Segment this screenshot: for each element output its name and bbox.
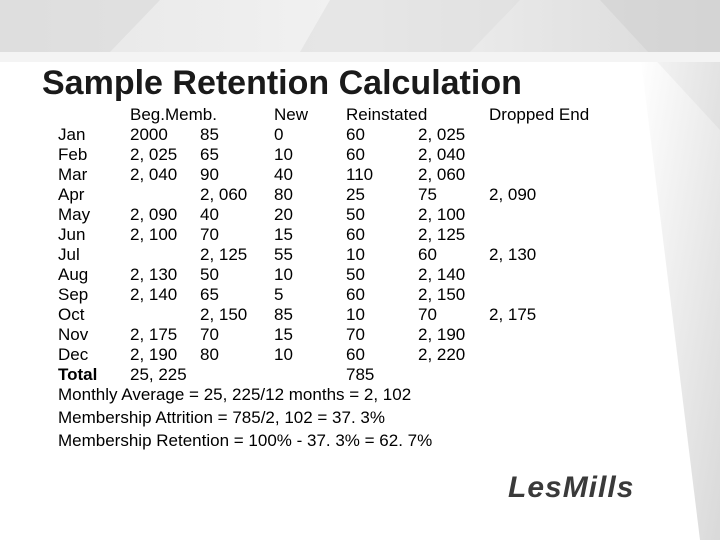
reinstated-cell: 50 — [346, 265, 365, 284]
end-cell: 2, 025 — [418, 125, 466, 144]
end-cell: 2, 060 — [418, 165, 466, 184]
month-label: Sep — [58, 285, 89, 304]
value-cell: 2, 125 — [200, 245, 248, 264]
dropped-end-cell: 2, 130 — [489, 245, 537, 264]
new-cell: 0 — [274, 125, 284, 144]
reinstated-cell: 10 — [346, 305, 365, 324]
beg-memb-cell: 2, 040 — [130, 165, 178, 184]
end-cell: 2, 040 — [418, 145, 466, 164]
reinstated-cell: 25 — [346, 185, 365, 204]
beg-memb-cell: 2, 130 — [130, 265, 178, 284]
month-label: Jul — [58, 245, 80, 264]
slide-title: Sample Retention Calculation — [42, 64, 522, 102]
reinstated-cell: 60 — [346, 225, 365, 244]
month-label: Jun — [58, 225, 86, 244]
reinstated-cell: 60 — [346, 145, 365, 164]
monthly-average-line: Monthly Average = 25, 225/12 months = 2,… — [58, 385, 412, 404]
retention-line: Membership Retention = 100% - 37. 3% = 6… — [58, 431, 433, 450]
new-cell: 10 — [274, 345, 293, 364]
value-cell: 70 — [200, 225, 219, 244]
reinstated-cell: 50 — [346, 205, 365, 224]
total-reinstated: 785 — [346, 365, 375, 384]
lesmills-logo: LesMills — [508, 471, 634, 502]
new-cell: 40 — [274, 165, 293, 184]
new-cell: 55 — [274, 245, 293, 264]
beg-memb-cell: 2000 — [130, 125, 168, 144]
value-cell: 65 — [200, 285, 219, 304]
new-cell: 10 — [274, 145, 293, 164]
value-cell: 40 — [200, 205, 219, 224]
beg-memb-cell: 2, 190 — [130, 345, 178, 364]
header-new: New — [274, 105, 309, 124]
end-cell: 2, 140 — [418, 265, 466, 284]
value-cell: 85 — [200, 125, 219, 144]
month-label: Mar — [58, 165, 88, 184]
beg-memb-cell: 2, 100 — [130, 225, 178, 244]
end-cell: 2, 100 — [418, 205, 466, 224]
end-cell: 2, 220 — [418, 345, 466, 364]
value-cell: 70 — [200, 325, 219, 344]
value-cell: 2, 060 — [200, 185, 248, 204]
header-reinstated: Reinstated — [346, 105, 428, 124]
value-cell: 2, 150 — [200, 305, 248, 324]
value-cell: 50 — [200, 265, 219, 284]
header-dropped-end: Dropped End — [489, 105, 590, 124]
reinstated-cell: 60 — [346, 285, 365, 304]
reinstated-cell: 110 — [346, 165, 374, 184]
reinstated-cell: 60 — [346, 345, 365, 364]
end-cell: 2, 125 — [418, 225, 466, 244]
dropped-end-cell: 2, 175 — [489, 305, 537, 324]
reinstated-cell: 60 — [346, 125, 365, 144]
new-cell: 85 — [274, 305, 293, 324]
end-cell: 60 — [418, 245, 437, 264]
attrition-line: Membership Attrition = 785/2, 102 = 37. … — [58, 408, 385, 427]
value-cell: 65 — [200, 145, 219, 164]
end-cell: 70 — [418, 305, 437, 324]
month-label: Oct — [58, 305, 85, 324]
beg-memb-cell: 2, 140 — [130, 285, 178, 304]
beg-memb-cell: 2, 090 — [130, 205, 178, 224]
header-beg-memb: Beg.Memb. — [130, 105, 217, 124]
total-beg-memb: 25, 225 — [130, 365, 187, 384]
new-cell: 20 — [274, 205, 293, 224]
month-label: Nov — [58, 325, 89, 344]
reinstated-cell: 10 — [346, 245, 365, 264]
end-cell: 2, 150 — [418, 285, 466, 304]
value-cell: 90 — [200, 165, 219, 184]
new-cell: 15 — [274, 325, 293, 344]
total-label: Total — [58, 365, 98, 384]
month-label: May — [58, 205, 91, 224]
month-label: Aug — [58, 265, 89, 284]
dropped-end-cell: 2, 090 — [489, 185, 537, 204]
new-cell: 15 — [274, 225, 293, 244]
month-label: Jan — [58, 125, 86, 144]
beg-memb-cell: 2, 025 — [130, 145, 178, 164]
end-cell: 75 — [418, 185, 437, 204]
value-cell: 80 — [200, 345, 219, 364]
new-cell: 10 — [274, 265, 293, 284]
logo-text: LesMills — [508, 471, 634, 502]
month-label: Dec — [58, 345, 89, 364]
end-cell: 2, 190 — [418, 325, 466, 344]
month-label: Feb — [58, 145, 88, 164]
reinstated-cell: 70 — [346, 325, 365, 344]
new-cell: 80 — [274, 185, 293, 204]
month-label: Apr — [58, 185, 85, 204]
beg-memb-cell: 2, 175 — [130, 325, 178, 344]
new-cell: 5 — [274, 285, 284, 304]
